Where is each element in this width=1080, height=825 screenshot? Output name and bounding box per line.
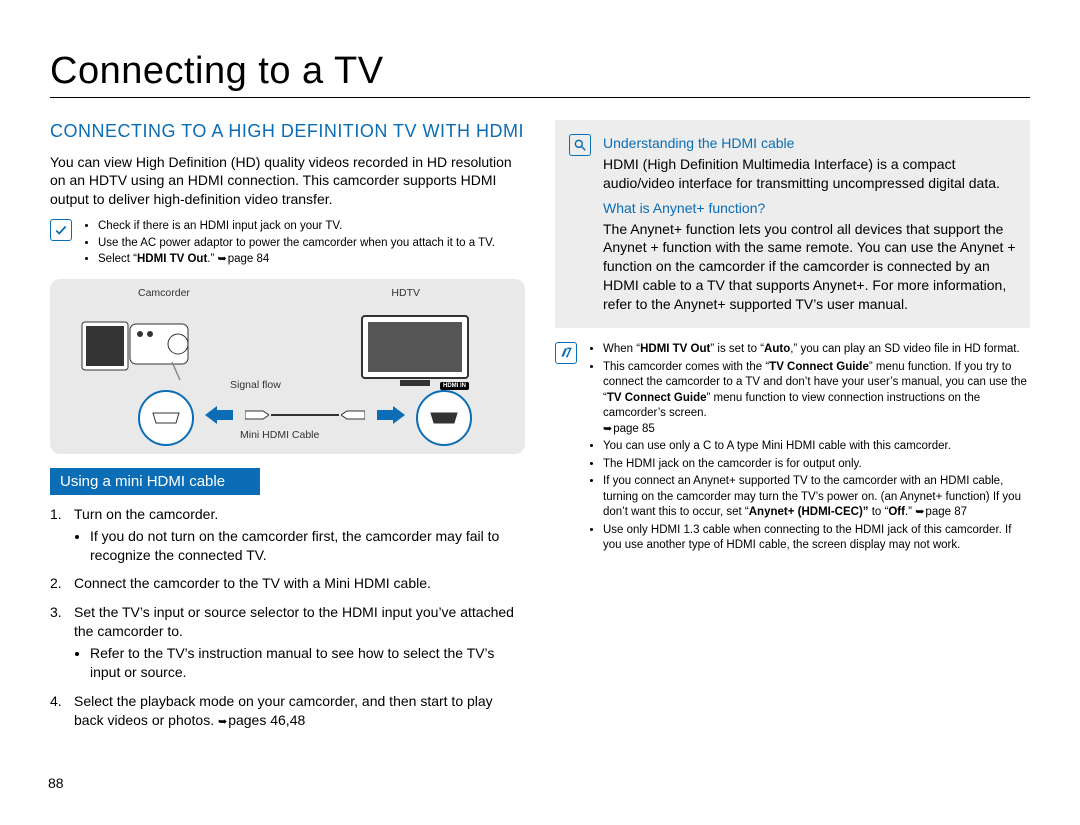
note-item: You can use only a C to A type Mini HDMI… — [603, 439, 1030, 455]
info-text: HDMI (High Definition Multimedia Interfa… — [603, 155, 1016, 193]
info-box: Understanding the HDMI cable HDMI (High … — [555, 120, 1030, 328]
notes-block: When “HDMI TV Out” is set to “Auto,” you… — [555, 342, 1030, 556]
page-number: 88 — [48, 775, 64, 791]
camcorder-illustration — [80, 314, 210, 384]
note-item: If you connect an Anynet+ supported TV t… — [603, 474, 1030, 521]
steps-list: Turn on the camcorder. If you do not tur… — [50, 505, 525, 730]
precheck-block: Check if there is an HDMI input jack on … — [50, 219, 525, 269]
step-item: Connect the camcorder to the TV with a M… — [50, 574, 525, 593]
subsection-heading: Using a mini HDMI cable — [50, 468, 260, 495]
info-subheading: What is Anynet+ function? — [603, 199, 1016, 218]
signal-flow-label: Signal flow — [230, 379, 281, 391]
cable-illustration — [245, 406, 365, 424]
left-column: CONNECTING TO A HIGH DEFINITION TV WITH … — [50, 120, 525, 740]
note-item: The HDMI jack on the camcorder is for ou… — [603, 457, 1030, 473]
cable-label: Mini HDMI Cable — [240, 429, 319, 441]
note-icon — [555, 342, 577, 364]
step-item: Turn on the camcorder. If you do not tur… — [50, 505, 525, 565]
precheck-item: Select “HDMI TV Out.” page 84 — [98, 252, 495, 268]
step-item: Select the playback mode on your camcord… — [50, 692, 525, 730]
tv-illustration — [360, 314, 470, 389]
hdtv-label: HDTV — [391, 287, 420, 299]
magnifier-icon — [569, 134, 591, 156]
note-item: This camcorder comes with the “TV Connec… — [603, 360, 1030, 438]
section-heading: CONNECTING TO A HIGH DEFINITION TV WITH … — [50, 120, 525, 143]
step-sub-item: Refer to the TV’s instruction manual to … — [90, 644, 525, 682]
note-item: When “HDMI TV Out” is set to “Auto,” you… — [603, 342, 1030, 358]
arrow-right-icon — [377, 406, 405, 424]
arrow-left-icon — [205, 406, 233, 424]
info-text: The Anynet+ function lets you control al… — [603, 220, 1016, 314]
notes-list: When “HDMI TV Out” is set to “Auto,” you… — [589, 342, 1030, 556]
precheck-item: Check if there is an HDMI input jack on … — [98, 219, 495, 235]
hdmi-in-badge: HDMI IN — [440, 382, 469, 390]
precheck-item: Use the AC power adaptor to power the ca… — [98, 236, 495, 252]
intro-text: You can view High Definition (HD) qualit… — [50, 153, 525, 210]
hdmi-port — [416, 390, 472, 446]
note-item: Use only HDMI 1.3 cable when connecting … — [603, 523, 1030, 554]
step-sub-item: If you do not turn on the camcorder firs… — [90, 527, 525, 565]
step-item: Set the TV’s input or source selector to… — [50, 603, 525, 682]
chapter-title: Connecting to a TV — [50, 50, 1030, 98]
mini-hdmi-port — [138, 390, 194, 446]
connection-diagram: Camcorder HDTV Signal flow — [50, 279, 525, 454]
info-subheading: Understanding the HDMI cable — [603, 134, 1016, 153]
camcorder-label: Camcorder — [138, 287, 190, 299]
precheck-list: Check if there is an HDMI input jack on … — [84, 219, 495, 269]
check-icon — [50, 219, 72, 241]
right-column: Understanding the HDMI cable HDMI (High … — [555, 120, 1030, 740]
